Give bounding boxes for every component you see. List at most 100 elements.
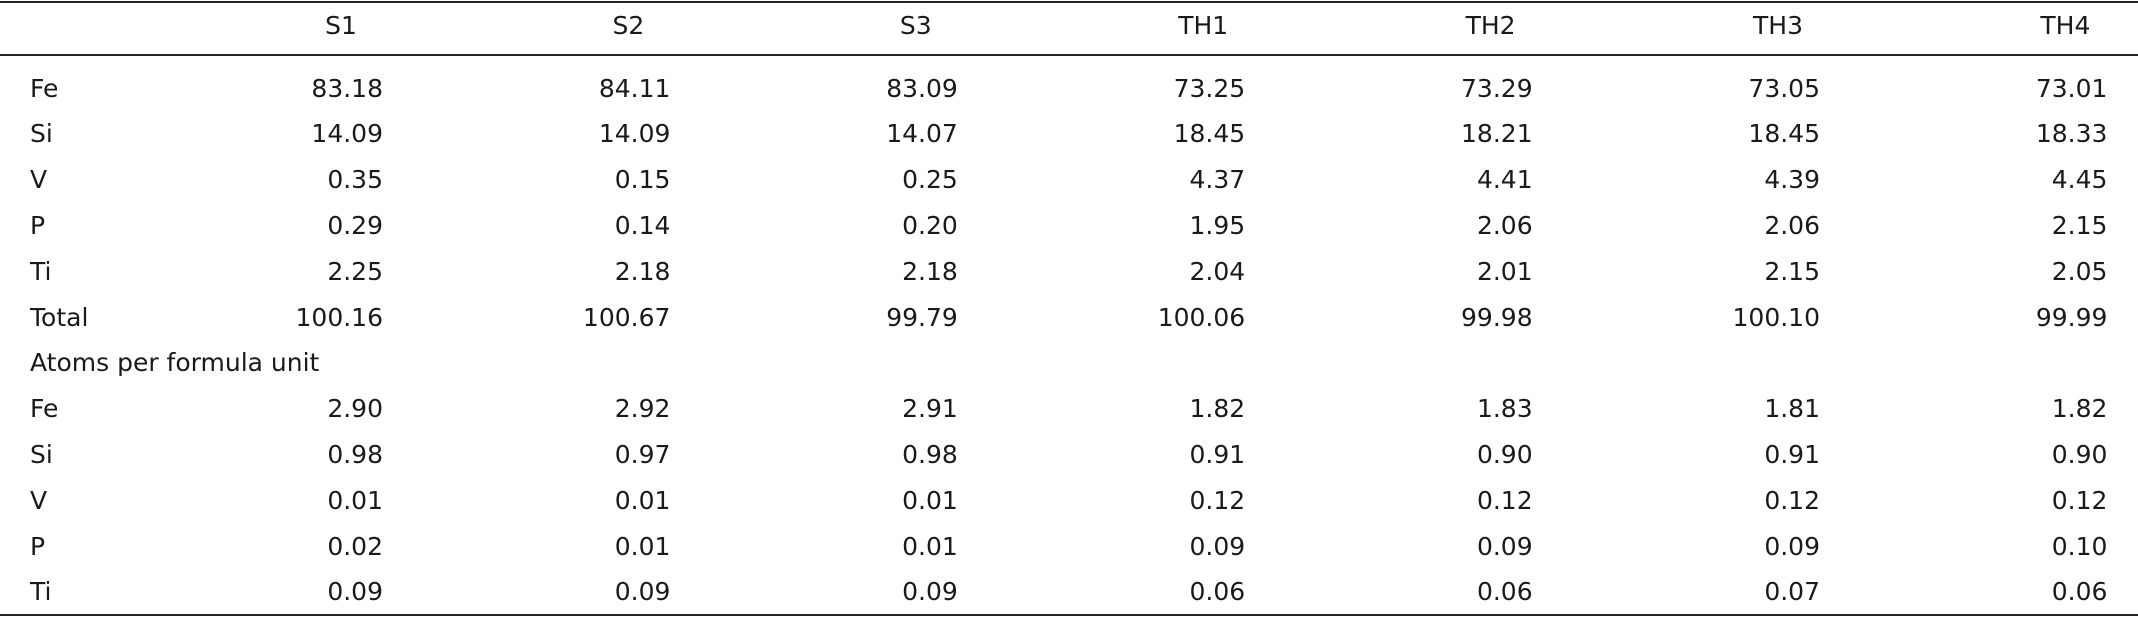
value-cell: 14.07 [886,119,958,149]
value-cell: 0.98 [902,440,958,469]
value-cell: 99.98 [1461,302,1533,332]
value-cell: 0.12 [1189,485,1246,515]
row-label: Fe [30,394,59,424]
value-cell: 0.91 [1189,440,1246,469]
value-cell: 0.06 [1189,577,1246,607]
value-cell: 0.12 [1764,485,1820,515]
value-cell: 0.10 [2051,531,2108,561]
column-header: TH4 [2040,11,2091,40]
value-cell: 99.99 [2035,302,2108,332]
value-cell: 18.45 [1173,119,1246,149]
value-cell: 2.05 [2051,256,2108,286]
value-cell: 4.41 [1476,165,1533,195]
value-cell: 4.37 [1189,165,1246,195]
value-cell: 1.95 [1189,211,1246,240]
column-header: S1 [325,11,357,40]
value-cell: 0.09 [1189,531,1246,561]
value-cell: 18.21 [1461,119,1533,149]
row-label: Si [30,440,53,469]
row-label: Fe [30,73,59,103]
value-cell: 0.29 [327,211,383,240]
value-cell: 0.09 [1476,531,1533,561]
value-cell: 2.90 [327,394,383,424]
value-cell: 0.09 [1764,531,1820,561]
value-cell: 100.10 [1732,302,1820,332]
value-cell: 73.25 [1173,73,1246,103]
value-cell: 0.01 [614,485,671,515]
value-cell: 0.09 [327,577,383,607]
value-cell: 2.06 [1476,211,1533,240]
value-cell: 0.98 [327,440,383,469]
value-cell: 0.06 [2051,577,2108,607]
header-rule [0,54,2138,56]
row-label: Ti [30,577,52,607]
value-cell: 0.90 [2051,440,2108,469]
value-cell: 100.67 [582,302,671,332]
value-cell: 4.39 [1764,165,1820,195]
value-cell: 0.35 [327,165,383,195]
value-cell: 2.01 [1476,256,1533,286]
value-cell: 73.05 [1748,73,1820,103]
row-label: P [30,211,46,240]
row-label: Si [30,119,53,149]
column-header: TH3 [1753,11,1803,40]
value-cell: 1.81 [1764,394,1820,424]
value-cell: 2.15 [1764,256,1820,286]
top-rule [0,1,2138,3]
row-label: P [30,531,46,561]
value-cell: 100.06 [1157,302,1246,332]
value-cell: 0.91 [1764,440,1820,469]
column-header: S3 [899,11,932,40]
value-cell: 0.06 [1476,577,1533,607]
value-cell: 2.04 [1189,256,1246,286]
value-cell: 73.01 [2035,73,2108,103]
value-cell: 73.29 [1461,73,1533,103]
value-cell: 0.01 [902,485,958,515]
row-label: Ti [30,256,52,286]
section-label: Atoms per formula unit [30,348,320,378]
value-cell: 0.25 [902,165,958,195]
value-cell: 100.16 [295,302,383,332]
value-cell: 0.09 [902,577,958,607]
value-cell: 2.18 [902,256,958,286]
value-cell: 2.06 [1764,211,1820,240]
value-cell: 1.83 [1476,394,1533,424]
value-cell: 18.33 [2035,119,2108,149]
value-cell: 99.79 [886,302,958,332]
value-cell: 0.09 [614,577,671,607]
column-header: TH2 [1465,11,1516,40]
value-cell: 83.09 [886,73,958,103]
value-cell: 0.07 [1764,577,1820,607]
bottom-rule [0,614,2138,616]
value-cell: 18.45 [1748,119,1820,149]
value-cell: 0.01 [902,531,958,561]
value-cell: 0.14 [614,211,671,240]
value-cell: 0.97 [614,440,671,469]
value-cell: 0.01 [614,531,671,561]
value-cell: 1.82 [1189,394,1246,424]
value-cell: 0.15 [614,165,671,195]
row-label: Total [30,302,89,332]
value-cell: 0.12 [2051,485,2108,515]
value-cell: 0.20 [902,211,958,240]
value-cell: 84.11 [598,73,671,103]
value-cell: 14.09 [311,119,383,149]
value-cell: 2.91 [902,394,958,424]
value-cell: 0.12 [1476,485,1533,515]
column-header: TH1 [1178,11,1229,40]
row-label: V [30,165,48,195]
column-header: S2 [612,11,645,40]
value-cell: 4.45 [2051,165,2108,195]
value-cell: 1.82 [2051,394,2108,424]
value-cell: 14.09 [598,119,671,149]
value-cell: 0.02 [327,531,383,561]
value-cell: 2.25 [327,256,383,286]
value-cell: 2.92 [614,394,671,424]
value-cell: 2.18 [614,256,671,286]
value-cell: 0.01 [327,485,383,515]
row-label: V [30,485,48,515]
value-cell: 2.15 [2051,211,2108,240]
value-cell: 83.18 [311,73,383,103]
value-cell: 0.90 [1476,440,1533,469]
